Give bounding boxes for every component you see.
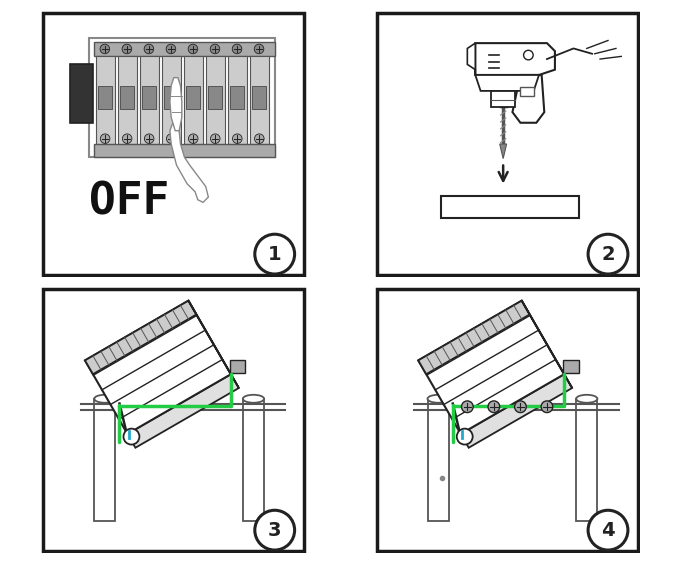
FancyBboxPatch shape [377,289,637,550]
Circle shape [254,44,264,54]
Ellipse shape [94,395,116,403]
FancyBboxPatch shape [227,56,247,144]
FancyBboxPatch shape [89,38,274,157]
Circle shape [255,234,295,274]
Polygon shape [418,301,530,374]
Circle shape [210,134,220,143]
FancyBboxPatch shape [206,56,225,144]
Circle shape [100,134,110,143]
Polygon shape [170,120,208,202]
FancyBboxPatch shape [121,86,134,109]
FancyBboxPatch shape [520,87,534,96]
Polygon shape [189,301,239,388]
FancyBboxPatch shape [253,86,266,109]
Text: 4: 4 [601,521,615,540]
FancyBboxPatch shape [140,56,159,144]
Ellipse shape [243,395,264,403]
Circle shape [100,44,110,54]
Circle shape [123,429,140,444]
FancyBboxPatch shape [44,289,304,550]
Circle shape [524,50,533,60]
Polygon shape [513,75,544,123]
Circle shape [255,510,295,550]
Circle shape [188,44,197,54]
FancyBboxPatch shape [95,56,114,144]
FancyBboxPatch shape [576,399,597,521]
Ellipse shape [428,395,449,403]
Polygon shape [500,144,507,158]
Circle shape [144,134,154,143]
Circle shape [166,44,176,54]
Circle shape [166,134,176,143]
FancyBboxPatch shape [208,86,222,109]
FancyBboxPatch shape [118,56,137,144]
Polygon shape [127,374,239,448]
Circle shape [457,429,473,444]
FancyBboxPatch shape [377,14,637,275]
Polygon shape [475,75,539,91]
FancyBboxPatch shape [428,399,449,521]
FancyBboxPatch shape [70,64,93,123]
FancyBboxPatch shape [98,86,112,109]
Text: OFF: OFF [89,181,169,224]
FancyBboxPatch shape [491,91,515,107]
FancyBboxPatch shape [94,399,116,521]
Circle shape [488,401,500,413]
Polygon shape [467,43,475,75]
FancyBboxPatch shape [230,86,244,109]
Circle shape [515,401,526,413]
Polygon shape [461,374,572,448]
FancyBboxPatch shape [441,196,579,218]
FancyBboxPatch shape [164,86,178,109]
FancyBboxPatch shape [94,42,274,56]
FancyBboxPatch shape [94,144,274,157]
FancyBboxPatch shape [250,56,269,144]
Text: 1: 1 [268,245,281,263]
Polygon shape [522,301,572,388]
Circle shape [210,44,220,54]
FancyBboxPatch shape [187,86,200,109]
Polygon shape [170,78,182,131]
Circle shape [232,134,242,143]
Circle shape [232,44,242,54]
FancyBboxPatch shape [243,399,264,521]
Ellipse shape [576,395,597,403]
FancyBboxPatch shape [229,360,245,373]
Circle shape [541,401,553,413]
FancyBboxPatch shape [161,56,180,144]
Circle shape [462,401,473,413]
Polygon shape [418,301,564,434]
Circle shape [123,134,132,143]
Text: 2: 2 [601,245,615,263]
Polygon shape [85,301,231,434]
FancyBboxPatch shape [184,56,203,144]
Circle shape [122,44,131,54]
Circle shape [189,134,198,143]
Circle shape [144,44,154,54]
Polygon shape [475,43,555,75]
Polygon shape [85,301,196,374]
FancyBboxPatch shape [142,86,156,109]
Circle shape [588,234,628,274]
FancyBboxPatch shape [44,14,304,275]
Text: 3: 3 [268,521,281,540]
FancyBboxPatch shape [563,360,579,373]
Circle shape [588,510,628,550]
Circle shape [255,134,264,143]
